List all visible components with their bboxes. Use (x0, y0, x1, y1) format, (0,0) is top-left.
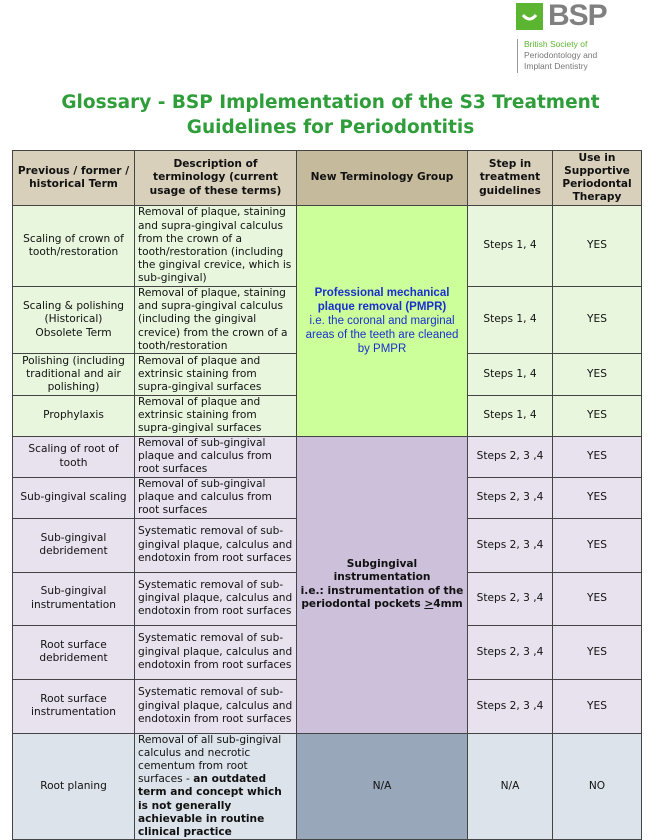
spt-cell: NO (552, 732, 642, 840)
steps-cell: Steps 1, 4 (467, 205, 553, 287)
page-title: Glossary - BSP Implementation of the S3 … (0, 90, 661, 140)
pmpr-group-cell: Professional mechanical plaque removal (… (296, 205, 468, 437)
term-cell: Root surface debridement (12, 624, 135, 680)
steps-cell: Steps 2, 3 ,4 (467, 624, 553, 680)
description-cell: Systematic removal of sub-gingival plaqu… (134, 571, 297, 626)
table-row: Root planing Removal of all sub-gingival… (12, 732, 642, 840)
description-cell: Removal of sub-gingival plaque and calcu… (134, 476, 297, 519)
spt-cell: YES (552, 517, 642, 573)
logo-line-2: Periodontology and (524, 50, 598, 60)
term-cell: Sub-gingival scaling (12, 476, 135, 519)
term-cell: Scaling of crown of tooth/restoration (12, 205, 135, 287)
spt-cell: YES (552, 395, 642, 437)
header-description: Description of terminology (current usag… (134, 150, 297, 206)
logo-line-3: Implant Dentistry (524, 61, 588, 71)
bsp-logo: BSP British Society of Periodontology an… (516, 0, 656, 75)
spt-cell: YES (552, 285, 642, 355)
table-row: Polishing (including traditional and air… (12, 353, 642, 397)
steps-cell: Steps 1, 4 (467, 285, 553, 355)
title-line-1: Glossary - BSP Implementation of the S3 … (61, 92, 600, 113)
spt-cell: YES (552, 678, 642, 734)
group-subtitle-depth: 4mm (433, 597, 463, 610)
table-row: Prophylaxis Removal of plaque and extrin… (12, 395, 642, 437)
logo-line-1: British Society of (524, 39, 588, 49)
title-line-2: Guidelines for Periodontitis (186, 117, 475, 138)
subgingival-group-cell: Subgingival instrumentation i.e.: instrum… (296, 435, 468, 734)
logo-text: BSP (548, 0, 608, 32)
description-cell: Removal of plaque and extrinsic staining… (134, 353, 297, 397)
term-cell: Root planing (12, 732, 135, 840)
description-cell: Systematic removal of sub-gingival plaqu… (134, 517, 297, 573)
steps-cell: Steps 2, 3 ,4 (467, 435, 553, 478)
group-subtitle: i.e. the coronal and marginal areas of t… (305, 314, 459, 355)
table-row: Scaling of root of tooth Removal of sub-… (12, 435, 642, 734)
term-cell: Scaling of root of tooth (12, 435, 135, 478)
steps-cell: Steps 2, 3 ,4 (467, 571, 553, 626)
description-cell: Removal of sub-gingival plaque and calcu… (134, 435, 297, 478)
spt-cell: YES (552, 353, 642, 397)
header-spt: Use in Supportive Periodontal Therapy (552, 150, 642, 206)
table-row: Sub-gingival instrumentation Systematic … (12, 571, 642, 626)
steps-cell: Steps 1, 4 (467, 353, 553, 397)
term-cell: Sub-gingival instrumentation (12, 571, 135, 626)
na-group-cell: N/A (296, 732, 468, 840)
term-text: Scaling & polishing (Historical) (22, 300, 125, 326)
header-term: Previous / former / historical Term (12, 150, 135, 206)
table-row: Sub-gingival debridement Systematic remo… (12, 517, 642, 573)
group-title: Professional mechanical plaque removal (… (314, 286, 450, 313)
term-cell: Scaling & polishing (Historical) Obsolete… (12, 285, 135, 355)
term-cell: Root surface instrumentation (12, 678, 135, 734)
spt-cell: YES (552, 435, 642, 478)
steps-cell: Steps 2, 3 ,4 (467, 517, 553, 573)
term-cell: Sub-gingival debridement (12, 517, 135, 573)
steps-cell: Steps 1, 4 (467, 395, 553, 437)
spt-cell: YES (552, 205, 642, 287)
description-cell: Systematic removal of sub-gingival plaqu… (134, 624, 297, 680)
description-cell: Removal of plaque and extrinsic staining… (134, 395, 297, 437)
steps-cell: N/A (467, 732, 553, 840)
term-cell: Polishing (including traditional and air… (12, 353, 135, 397)
description-cell: Removal of plaque, staining and supra-gi… (134, 285, 297, 355)
header-step: Step in treatment guidelines (467, 150, 553, 206)
group-title: Subgingival instrumentation (333, 558, 431, 584)
group-subtitle: i.e.: instrumentation of the periodontal… (300, 585, 464, 611)
steps-cell: Steps 2, 3 ,4 (467, 476, 553, 519)
table-row: Scaling of crown of tooth/restoration Re… (12, 205, 642, 437)
ge-symbol: > (424, 597, 434, 610)
description-cell: Systematic removal of sub-gingival plaqu… (134, 678, 297, 734)
spt-cell: YES (552, 571, 642, 626)
smile-icon (516, 3, 543, 30)
header-row: Previous / former / historical Term Desc… (12, 150, 642, 206)
table-row: Sub-gingival scaling Removal of sub-ging… (12, 476, 642, 519)
term-cell: Prophylaxis (12, 395, 135, 437)
steps-cell: Steps 2, 3 ,4 (467, 678, 553, 734)
obsolete-label: Obsolete Term (35, 326, 112, 339)
logo-divider (517, 39, 518, 73)
spt-cell: YES (552, 476, 642, 519)
table-row: Root surface debridement Systematic remo… (12, 624, 642, 680)
description-text: Removal of all sub-gingival calculus and… (138, 733, 282, 786)
spt-cell: YES (552, 624, 642, 680)
table-row: Scaling & polishing (Historical) Obsolete… (12, 285, 642, 355)
description-cell: Removal of all sub-gingival calculus and… (134, 732, 297, 840)
header-new-group: New Terminology Group (296, 150, 468, 206)
table-row: Root surface instrumentation Systematic … (12, 678, 642, 734)
description-cell: Removal of plaque, staining and supra-gi… (134, 205, 297, 287)
outdated-note: an outdated term and concept which is no… (138, 773, 282, 839)
group-subtitle-text: i.e.: instrumentation of the periodontal… (300, 584, 464, 610)
glossary-table: Previous / former / historical Term Desc… (12, 150, 642, 840)
